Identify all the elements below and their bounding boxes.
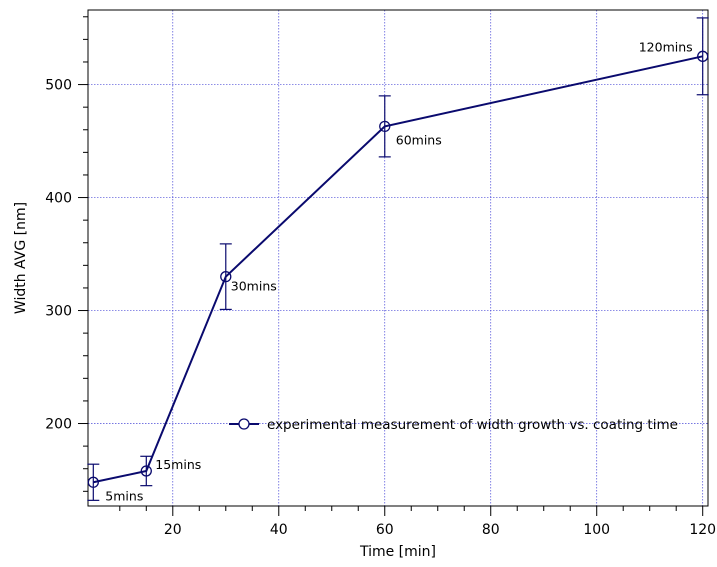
- x-tick-label: 20: [164, 522, 182, 538]
- y-tick-label: 500: [45, 78, 72, 94]
- x-tick-label: 120: [689, 522, 716, 538]
- x-tick-label: 80: [482, 522, 500, 538]
- data-point: [379, 120, 391, 133]
- x-tick-label: 100: [583, 522, 610, 538]
- data-label: 15mins: [155, 457, 201, 472]
- y-tick-label: 400: [45, 191, 72, 207]
- data-point: [140, 465, 152, 477]
- y-tick-label: 300: [45, 304, 72, 320]
- y-tick-label: 200: [45, 417, 72, 433]
- data-label: 30mins: [231, 279, 277, 294]
- y-axis: 200 300 400 500: [45, 16, 88, 492]
- legend-label: experimental measurement of width growth…: [267, 417, 678, 433]
- grid: [88, 10, 708, 506]
- data-label: 60mins: [396, 132, 442, 147]
- data-label: 120mins: [639, 39, 693, 54]
- legend: experimental measurement of width growth…: [229, 417, 678, 433]
- data-label: 5mins: [105, 488, 143, 503]
- data-point: [697, 50, 709, 62]
- plot-frame: [87, 9, 709, 507]
- y-axis-label: Width AVG [nm]: [13, 202, 29, 314]
- series-layer: 5mins 15mins 30mins 60mins 120mins: [87, 17, 709, 503]
- data-point: [220, 270, 232, 283]
- legend-marker-swatch: [238, 418, 250, 430]
- x-axis-label: Time [min]: [359, 544, 436, 560]
- x-tick-label: 60: [376, 522, 394, 538]
- data-point: [87, 476, 99, 488]
- x-axis: 20 40 60 80 100 120: [119, 506, 716, 538]
- x-tick-label: 40: [270, 522, 288, 538]
